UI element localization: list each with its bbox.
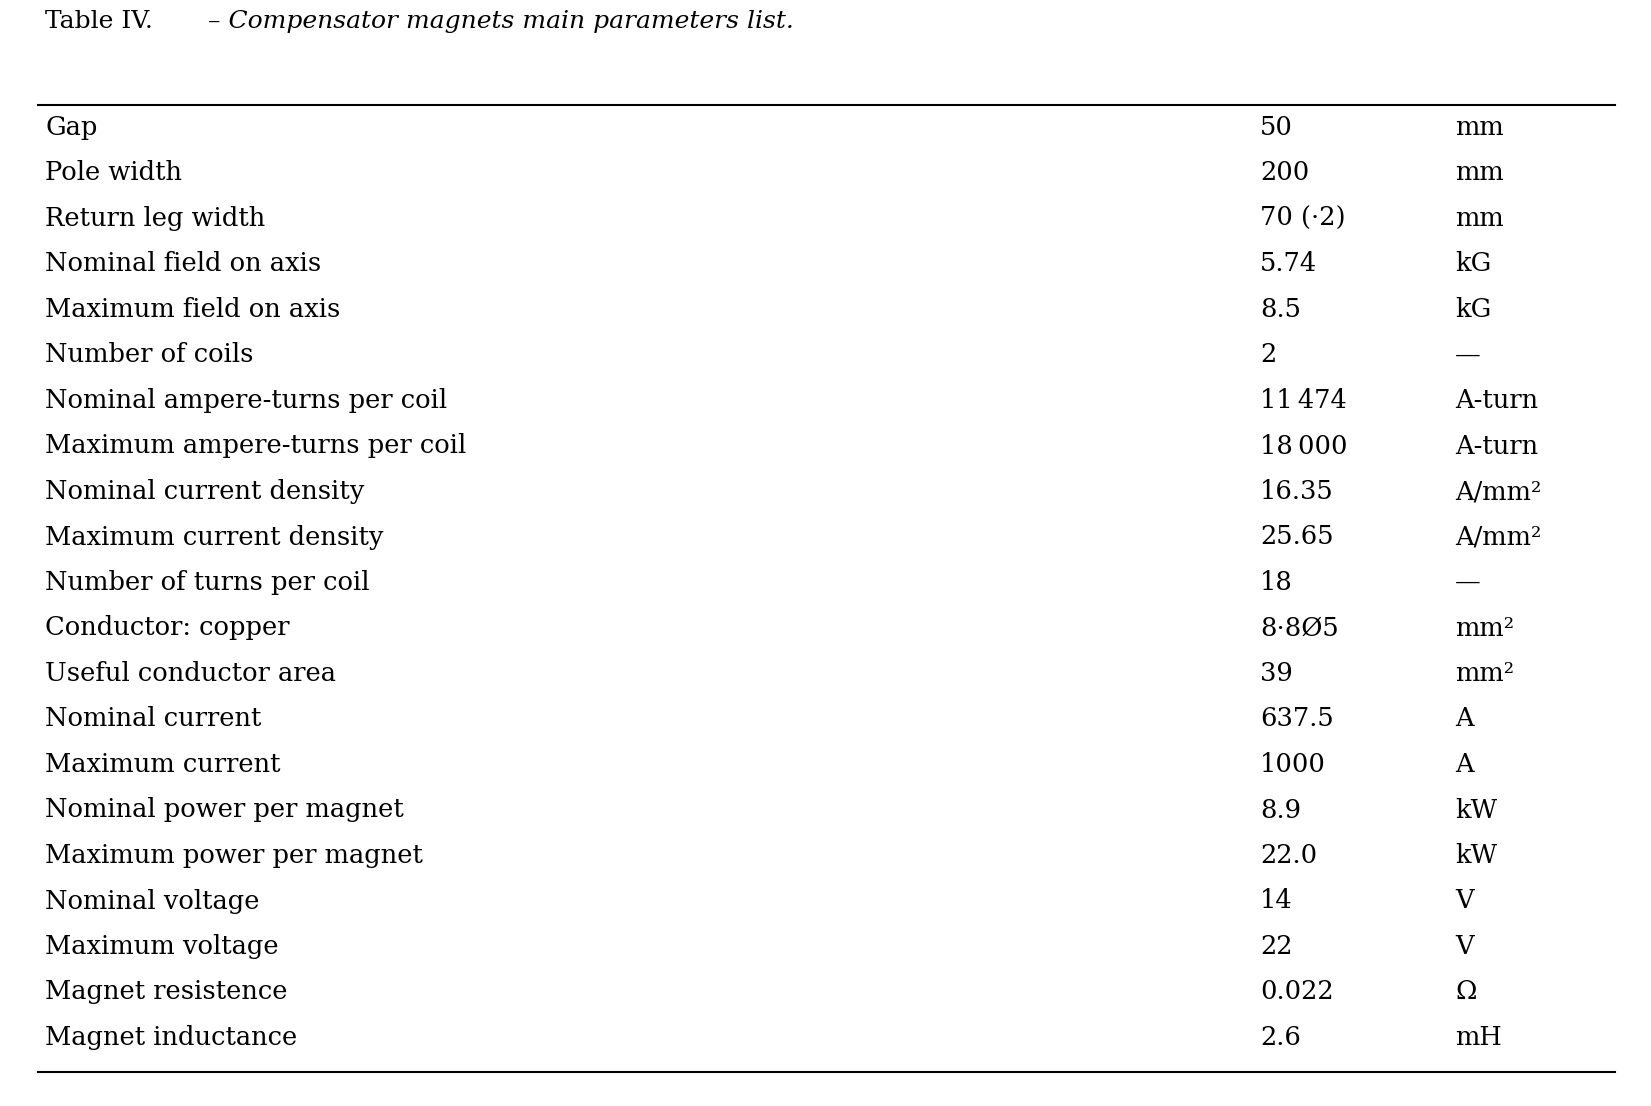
Text: A: A [1455,707,1474,731]
Text: Maximum field on axis: Maximum field on axis [45,298,340,322]
Text: kW: kW [1455,797,1497,823]
Text: Number of coils: Number of coils [45,343,254,367]
Text: Nominal field on axis: Nominal field on axis [45,251,322,276]
Text: Pole width: Pole width [45,160,182,186]
Text: 22.0: 22.0 [1260,843,1317,868]
Text: 2: 2 [1260,343,1276,367]
Text: 18 000: 18 000 [1260,434,1347,459]
Text: 25.65: 25.65 [1260,524,1334,550]
Text: Nominal power per magnet: Nominal power per magnet [45,797,404,823]
Text: Return leg width: Return leg width [45,206,266,231]
Text: 18: 18 [1260,570,1293,595]
Text: 14: 14 [1260,888,1293,914]
Text: Maximum voltage: Maximum voltage [45,933,279,959]
Text: Maximum current density: Maximum current density [45,524,383,550]
Text: A-turn: A-turn [1455,388,1539,413]
Text: mm²: mm² [1455,661,1514,686]
Text: —: — [1455,343,1481,367]
Text: Table IV.: Table IV. [45,10,154,33]
Text: mm²: mm² [1455,616,1514,640]
Text: 1000: 1000 [1260,752,1326,778]
Text: 5.74: 5.74 [1260,251,1317,276]
Text: mH: mH [1455,1025,1502,1050]
Text: 11 474: 11 474 [1260,388,1347,413]
Text: A/mm²: A/mm² [1455,524,1542,550]
Text: Number of turns per coil: Number of turns per coil [45,570,370,595]
Text: 39: 39 [1260,661,1293,686]
Text: 16.35: 16.35 [1260,479,1334,504]
Text: 50: 50 [1260,115,1293,140]
Text: 8.5: 8.5 [1260,298,1301,322]
Text: Nominal ampere-turns per coil: Nominal ampere-turns per coil [45,388,447,413]
Text: Ω: Ω [1455,980,1476,1004]
Text: 2.6: 2.6 [1260,1025,1301,1050]
Text: A/mm²: A/mm² [1455,479,1542,504]
Text: Conductor: copper: Conductor: copper [45,616,289,640]
Text: —: — [1455,570,1481,595]
Text: 70 (·2): 70 (·2) [1260,206,1346,231]
Text: mm: mm [1455,160,1504,186]
Text: 22: 22 [1260,933,1293,959]
Text: V: V [1455,933,1474,959]
Text: mm: mm [1455,206,1504,231]
Text: kG: kG [1455,298,1491,322]
Text: 0.022: 0.022 [1260,980,1334,1004]
Text: – Compensator magnets main parameters list.: – Compensator magnets main parameters li… [200,10,794,33]
Text: Nominal voltage: Nominal voltage [45,888,259,914]
Text: A: A [1455,752,1474,778]
Text: 637.5: 637.5 [1260,707,1334,731]
Text: A-turn: A-turn [1455,434,1539,459]
Text: kW: kW [1455,843,1497,868]
Text: Maximum power per magnet: Maximum power per magnet [45,843,423,868]
Text: 8·8Ø5: 8·8Ø5 [1260,616,1339,640]
Text: V: V [1455,888,1474,914]
Text: 8.9: 8.9 [1260,797,1301,823]
Text: Useful conductor area: Useful conductor area [45,661,337,686]
Text: kG: kG [1455,251,1491,276]
Text: Nominal current density: Nominal current density [45,479,365,504]
Text: Magnet resistence: Magnet resistence [45,980,287,1004]
Text: Gap: Gap [45,115,97,140]
Text: Maximum ampere-turns per coil: Maximum ampere-turns per coil [45,434,466,459]
Text: Nominal current: Nominal current [45,707,261,731]
Text: mm: mm [1455,115,1504,140]
Text: 200: 200 [1260,160,1309,186]
Text: Magnet inductance: Magnet inductance [45,1025,297,1050]
Text: Maximum current: Maximum current [45,752,281,778]
